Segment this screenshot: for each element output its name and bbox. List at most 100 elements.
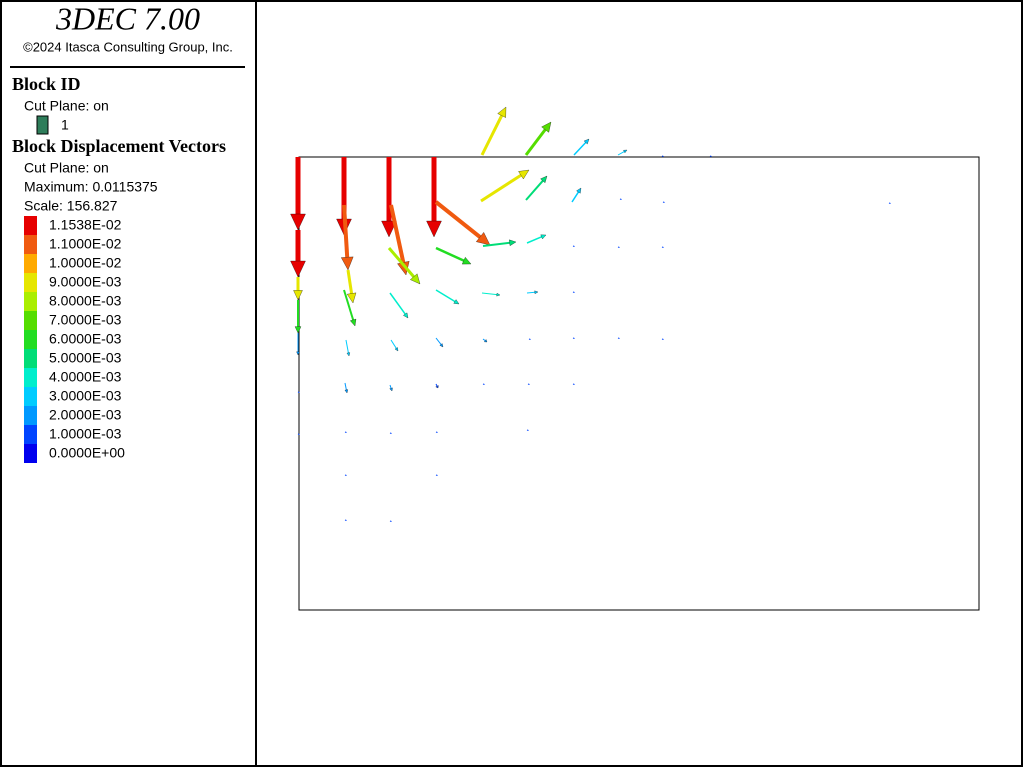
scale-swatch	[24, 330, 37, 349]
block-id-cut-plane: Cut Plane: on	[24, 98, 109, 114]
vector-head	[623, 149, 628, 154]
vector-dot	[389, 520, 392, 522]
vector-head	[349, 318, 357, 327]
scale-label: 6.0000E-03	[49, 331, 122, 347]
vector-head	[540, 234, 547, 240]
vector-shaft	[346, 269, 354, 294]
app-title: 3DEC 7.00	[55, 0, 200, 36]
vector-dot	[617, 246, 620, 248]
vector-shaft	[524, 128, 547, 156]
vector-dot	[482, 383, 485, 385]
vector-shaft	[571, 191, 580, 203]
scale-swatch	[24, 235, 37, 254]
vector-dot	[662, 201, 665, 203]
vector-head	[509, 239, 517, 247]
vector-dot	[572, 291, 575, 293]
vector-dot	[709, 155, 712, 157]
vector-dot	[572, 245, 575, 247]
vector-head	[381, 220, 397, 238]
vector-dot	[297, 391, 300, 393]
vector-dot	[888, 202, 891, 204]
vector-dot	[344, 431, 347, 433]
vector-shaft	[387, 247, 415, 278]
scale-label: 1.1000E-02	[49, 236, 122, 252]
vector-shaft	[390, 339, 397, 349]
scale-label: 1.0000E-02	[49, 255, 122, 271]
scale-label: 3.0000E-03	[49, 388, 122, 404]
scale-label: 9.0000E-03	[49, 274, 122, 290]
vector-head	[290, 213, 306, 231]
scale-swatch	[24, 273, 37, 292]
vector-head	[497, 106, 507, 118]
vector-head	[346, 292, 357, 304]
vector-head	[439, 343, 444, 348]
vectors-title: Block Displacement Vectors	[12, 136, 226, 156]
vector-field	[290, 106, 891, 522]
vectors-scale: Scale: 156.827	[24, 198, 118, 214]
vector-head	[475, 232, 491, 246]
vector-shaft	[343, 289, 355, 321]
vector-shaft	[389, 292, 406, 315]
vector-shaft	[482, 241, 510, 247]
vector-head	[294, 326, 302, 334]
scale-label: 8.0000E-03	[49, 293, 122, 309]
vector-head	[293, 290, 303, 301]
vector-head	[540, 175, 548, 184]
vector-shaft	[435, 337, 442, 345]
scale-label: 1.0000E-03	[49, 426, 122, 442]
scale-label: 0.0000E+00	[49, 445, 125, 461]
vector-dot	[661, 246, 664, 248]
vector-shaft	[345, 339, 349, 353]
vector-head	[296, 351, 300, 356]
vector-shaft	[482, 338, 486, 342]
vector-shaft	[389, 204, 406, 263]
vector-head	[403, 312, 409, 319]
block-id-title: Block ID	[12, 74, 81, 94]
scale-label: 5.0000E-03	[49, 350, 122, 366]
scale-swatch	[24, 425, 37, 444]
vector-head	[583, 138, 590, 145]
vector-dot	[661, 155, 664, 157]
scale-swatch	[24, 311, 37, 330]
vector-head	[534, 290, 539, 295]
scale-label: 1.1538E-02	[49, 217, 122, 233]
vector-dot	[389, 432, 392, 434]
vector-shaft	[435, 383, 438, 387]
vector-head	[518, 169, 530, 180]
vector-shaft	[526, 236, 542, 244]
scale-label: 7.0000E-03	[49, 312, 122, 328]
vector-shaft	[525, 180, 544, 201]
vectors-cut-plane: Cut Plane: on	[24, 160, 109, 176]
vector-head	[435, 385, 439, 389]
vector-dot	[619, 198, 622, 200]
vector-dot	[527, 383, 530, 385]
vector-dot	[297, 433, 300, 435]
scale-swatch	[24, 349, 37, 368]
vector-shaft	[617, 151, 625, 156]
vector-dot	[661, 338, 664, 340]
vector-head	[389, 387, 393, 392]
vector-head	[290, 260, 306, 278]
vector-head	[394, 347, 399, 352]
vector-dot	[344, 519, 347, 521]
copyright: ©2024 Itasca Consulting Group, Inc.	[23, 39, 233, 54]
block-swatch	[36, 115, 49, 135]
vector-shaft	[344, 382, 347, 390]
scale-swatch	[24, 387, 37, 406]
vector-shaft	[526, 291, 535, 294]
scale-swatch	[24, 254, 37, 273]
vector-head	[461, 256, 472, 265]
vector-shaft	[434, 200, 482, 239]
vector-head	[541, 121, 552, 133]
scale-label: 2.0000E-03	[49, 407, 122, 423]
vector-head	[576, 187, 582, 194]
vector-head	[410, 273, 421, 285]
vector-head	[484, 339, 488, 343]
vector-head	[340, 256, 354, 271]
vector-head	[344, 389, 349, 394]
vector-dot	[344, 474, 347, 476]
scale-label: 4.0000E-03	[49, 369, 122, 385]
